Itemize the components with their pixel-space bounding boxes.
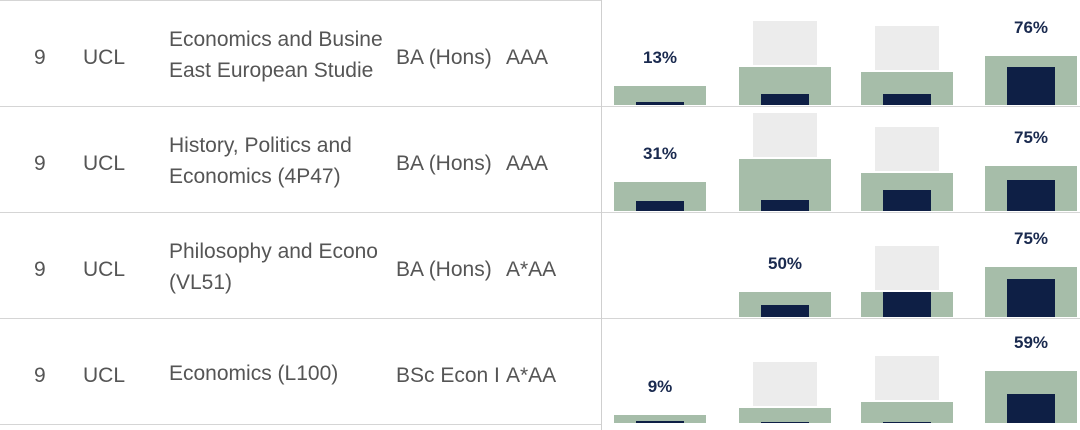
bar-segment [1007,180,1055,211]
bar-segment [883,94,931,105]
bar-segment [883,190,931,211]
degree-cell: BSc Econ I [396,364,500,387]
rank-cell: 9 [34,258,46,281]
bar-segment [1007,67,1055,105]
row-divider [0,106,1080,107]
table-row[interactable]: 9 UCL Philosophy and Econo (VL51) BA (Ho… [0,212,1080,317]
bar-segment [883,422,931,423]
label-placeholder [875,26,939,70]
bar-total [614,415,706,423]
course-cell: History, Politics and Economics (4P47) [169,130,388,192]
rank-cell: 9 [34,364,46,387]
course-line: Economics (4P47) [169,165,341,188]
bar-segment [761,200,809,211]
bar-total [861,402,953,423]
percent-label: 76% [1013,18,1049,37]
chart-divider [601,0,602,430]
bar-segment [636,421,684,423]
table-row[interactable]: 9 UCL History, Politics and Economics (4… [0,106,1080,211]
label-placeholder [875,356,939,400]
course-line: Economics and Busine [169,28,383,51]
percent-label: 13% [642,48,678,67]
label-placeholder [875,127,939,171]
bar-total [739,408,831,423]
row-divider [0,0,601,1]
bar-segment [636,102,684,105]
course-line: Economics (L100) [169,362,339,385]
university-cell: UCL [83,258,126,281]
bar-segment [1007,394,1055,423]
rank-cell: 9 [34,152,46,175]
grades-cell: A*AA [506,258,557,281]
bar-segment [761,305,809,317]
university-cell: UCL [83,364,126,387]
label-placeholder [753,113,817,157]
university-cell: UCL [83,152,126,175]
course-line: East European Studie [169,59,374,82]
bar-segment [883,292,931,317]
bar-segment [1007,279,1055,317]
row-divider [0,424,601,425]
grades-cell: AAA [506,152,549,175]
percent-label: 75% [1013,128,1049,147]
bar-total [614,86,706,105]
label-placeholder [875,246,939,290]
grades-cell: A*AA [506,364,557,387]
row-divider [0,212,1080,213]
rank-cell: 9 [34,46,46,69]
percent-label: 9% [647,377,673,396]
table-row[interactable]: 9 UCL Economics and Busine East European… [0,0,1080,105]
course-line: (VL51) [169,271,233,294]
bar-segment [761,422,809,423]
bar-segment [636,201,684,211]
percent-label: 31% [642,144,678,163]
course-cell: Economics (L100) [169,358,388,389]
university-cell: UCL [83,46,126,69]
label-placeholder [753,21,817,65]
row-divider [0,318,1080,319]
degree-cell: BA (Hons) [396,152,492,175]
label-placeholder [753,362,817,406]
course-line: History, Politics and [169,134,352,157]
grades-cell: AAA [506,46,549,69]
degree-cell: BA (Hons) [396,258,492,281]
percent-label: 59% [1013,333,1049,352]
percent-label: 75% [1013,229,1049,248]
course-line: Philosophy and Econo [169,240,378,263]
table-row[interactable]: 9 UCL Economics (L100) BSc Econ I A*AA [0,318,1080,423]
grade-distribution-chart: 13% 76% 31% 75% 50% 75% 9% 59% [602,0,1080,430]
course-cell: Philosophy and Econo (VL51) [169,236,388,298]
percent-label: 50% [767,254,803,273]
bar-segment [761,94,809,105]
degree-cell: BA (Hons) [396,46,492,69]
course-cell: Economics and Busine East European Studi… [169,24,388,86]
